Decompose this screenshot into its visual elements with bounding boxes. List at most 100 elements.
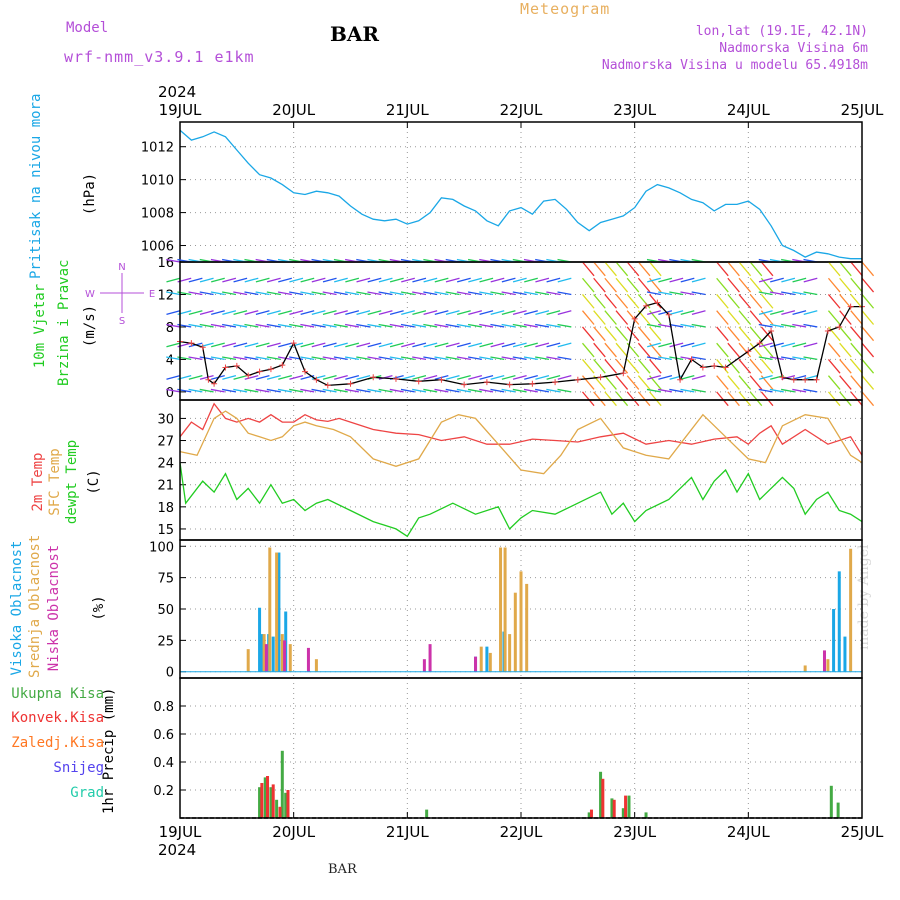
wind-arrow <box>604 310 617 325</box>
wind-arrow <box>669 342 684 348</box>
y-tick-label: 75 <box>157 572 174 587</box>
elevation-text: Nadmorska Visina 6m <box>719 41 868 56</box>
wind-arrow <box>792 356 807 361</box>
legend-convective-rain: Konvek.Kisa <box>11 710 104 726</box>
wind-arrow <box>378 356 393 361</box>
wind-arrow <box>434 388 449 393</box>
y-tick-label: 1012 <box>141 141 174 156</box>
wind-speed-point <box>802 376 809 383</box>
y-tick-label: 0.6 <box>153 728 174 743</box>
wind-arrow <box>535 356 550 361</box>
wind-arrow <box>188 356 203 361</box>
wind-arrow <box>412 323 427 328</box>
wind-arrow <box>400 388 415 393</box>
wind-arrow <box>222 375 237 380</box>
wind-arrow <box>691 323 706 328</box>
x-tick-label-top: 19JUL <box>159 101 202 119</box>
wind-arrow <box>647 375 661 380</box>
wind-arrow <box>535 277 550 283</box>
wind-arrow <box>581 261 595 277</box>
wind-arrow <box>278 310 292 315</box>
model-elevation-text: Nadmorska Visina u modelu 65.4918m <box>601 58 868 73</box>
wind-arrow <box>334 310 348 315</box>
wind-arrow <box>210 388 225 393</box>
wind-arrow <box>716 358 729 374</box>
wind-arrow <box>861 375 875 390</box>
wind-arrow <box>680 388 695 393</box>
wind-arrow <box>244 323 259 328</box>
wind-arrow <box>604 342 617 358</box>
total_precip-bar <box>621 808 625 818</box>
wind-arrow <box>557 277 572 283</box>
mid_cloud-bar <box>513 592 517 672</box>
pressure-line <box>179 129 862 260</box>
x-tick-label-top: 25JUL <box>841 101 884 119</box>
y-tick-label: 1006 <box>141 240 174 255</box>
wind-arrow <box>691 388 706 393</box>
high_cloud-bar <box>485 646 489 672</box>
wind-arrow <box>615 261 629 277</box>
wind-speed-point <box>483 379 490 386</box>
wind-arrow <box>278 277 292 283</box>
conv_precip-bar <box>612 799 616 818</box>
x-tick-label-top: 22JUL <box>500 101 543 119</box>
wind_speed-line <box>179 301 862 387</box>
wind-arrow <box>803 342 818 348</box>
wind-arrow <box>423 375 438 380</box>
wind-arrow <box>467 388 482 393</box>
wind-arrow <box>716 326 729 342</box>
mid_cloud-bar <box>275 552 279 672</box>
wind-arrow <box>367 342 382 348</box>
wind-arrow <box>546 277 561 283</box>
wind-arrow <box>760 391 774 407</box>
wind-arrow <box>333 291 348 296</box>
y-tick-label: 16 <box>157 256 174 271</box>
wind-speed-point <box>836 323 843 330</box>
wind-arrow <box>781 323 796 328</box>
wind-arrow <box>626 391 640 407</box>
wind-speed-point <box>824 328 831 334</box>
wind-arrow <box>604 375 617 390</box>
wind-arrow <box>738 261 752 277</box>
wind-arrow <box>345 342 360 348</box>
conv_precip-bar <box>589 809 593 818</box>
wind-arrow <box>501 310 516 315</box>
wind-arrow <box>839 310 852 325</box>
wind-arrow <box>758 342 773 348</box>
wind-speed-point <box>245 372 252 379</box>
wind-arrow <box>367 323 382 328</box>
wind-arrow <box>255 310 270 315</box>
wind-arrow <box>716 310 729 325</box>
wind-arrow <box>311 356 326 361</box>
wind-arrow <box>716 294 729 309</box>
y-tick-label: 0.4 <box>153 756 174 771</box>
wind-arrow <box>716 277 729 293</box>
wind-arrow <box>839 261 852 277</box>
wind-arrow <box>861 326 875 342</box>
y-tick-label: 0.8 <box>153 700 174 715</box>
wind-arrow <box>749 391 763 407</box>
wind-arrow <box>839 342 852 358</box>
wind-arrow <box>412 375 427 380</box>
wind-arrow <box>781 291 796 296</box>
wind-arrow <box>749 261 763 277</box>
wind-arrow <box>490 291 505 296</box>
wind-arrow <box>445 375 460 380</box>
wind-arrow <box>523 291 538 296</box>
wind-arrow <box>344 291 359 296</box>
wind-arrow <box>356 310 371 315</box>
wind-arrow <box>255 356 270 361</box>
total_precip-bar <box>269 787 273 818</box>
wind-arrow <box>166 323 181 328</box>
wind-arrow <box>479 388 494 393</box>
wind-arrow <box>188 291 203 296</box>
wind-arrow <box>389 277 404 283</box>
wind-arrow <box>647 277 661 283</box>
wind-arrow <box>211 310 225 315</box>
wind-arrow <box>356 356 371 361</box>
mid_cloud-bar <box>479 646 483 672</box>
mid_cloud-bar <box>280 634 284 672</box>
wind-arrow <box>479 323 494 328</box>
wind-arrow <box>367 310 382 315</box>
wind-arrow <box>658 356 673 361</box>
